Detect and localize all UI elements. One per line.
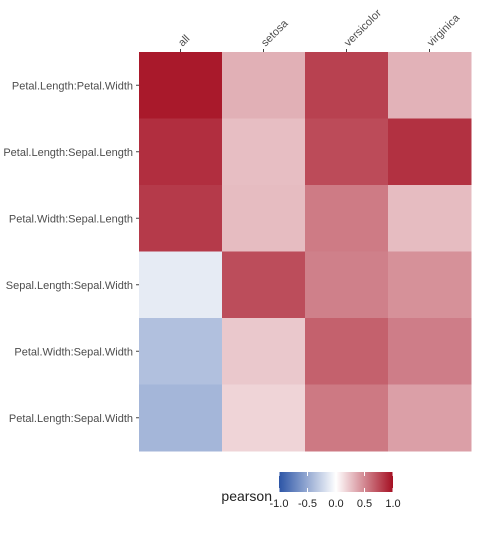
heatmap-cell — [139, 384, 223, 452]
heatmap-cell — [305, 318, 389, 385]
heatmap-cell — [222, 318, 306, 385]
heatmap-cell — [222, 251, 306, 319]
heatmap-cell — [305, 118, 389, 186]
legend-colorbar — [279, 472, 393, 492]
heatmap-cell — [139, 52, 223, 119]
heatmap-cell — [222, 52, 306, 119]
heatmap-cell — [222, 185, 306, 252]
legend-ticks: -1.0 -0.5 0.0 0.5 1.0 — [270, 472, 401, 510]
heatmap-cell — [305, 52, 389, 119]
heatmap-cell — [305, 384, 389, 452]
heatmap-cell — [139, 251, 223, 319]
y-tick-label: Petal.Length:Petal.Width — [12, 80, 133, 92]
y-tick-label: Sepal.Length:Sepal.Width — [6, 280, 133, 292]
x-tick-label: versicolor — [342, 7, 384, 49]
heatmap-cell — [305, 251, 389, 319]
y-axis: Petal.Length:Petal.Width Petal.Length:Sep… — [3, 80, 139, 425]
x-axis: all setosa versicolor virginica — [176, 7, 463, 52]
legend-tick-label: 0.0 — [328, 498, 343, 510]
legend-tick-label: 0.5 — [357, 498, 372, 510]
color-legend: pearson -1.0 -0.5 0.0 0.5 1.0 — [221, 472, 401, 510]
x-tick-label: all — [176, 33, 192, 49]
legend-tick-label: -1.0 — [270, 498, 289, 510]
heatmap-cell — [139, 118, 223, 186]
heatmap-cells — [139, 52, 472, 452]
heatmap-cell — [388, 318, 472, 385]
heatmap-cell — [388, 251, 472, 319]
y-tick-label: Petal.Width:Sepal.Length — [9, 213, 133, 225]
x-tick-label: setosa — [259, 17, 291, 49]
y-tick-label: Petal.Length:Sepal.Width — [9, 413, 133, 425]
heatmap-cell — [139, 318, 223, 385]
y-tick-label: Petal.Width:Sepal.Width — [14, 346, 133, 358]
legend-tick-label: 1.0 — [385, 498, 400, 510]
heatmap-cell — [388, 118, 472, 186]
heatmap-cell — [222, 384, 306, 452]
legend-tick-label: -0.5 — [298, 498, 317, 510]
legend-title: pearson — [221, 488, 272, 504]
heatmap-cell — [222, 118, 306, 186]
heatmap-cell — [305, 185, 389, 252]
x-tick-label: virginica — [425, 11, 463, 49]
heatmap-cell — [139, 185, 223, 252]
heatmap-cell — [388, 384, 472, 452]
heatmap-cell — [388, 185, 472, 252]
heatmap-cell — [388, 52, 472, 119]
y-tick-label: Petal.Length:Sepal.Length — [3, 147, 133, 159]
